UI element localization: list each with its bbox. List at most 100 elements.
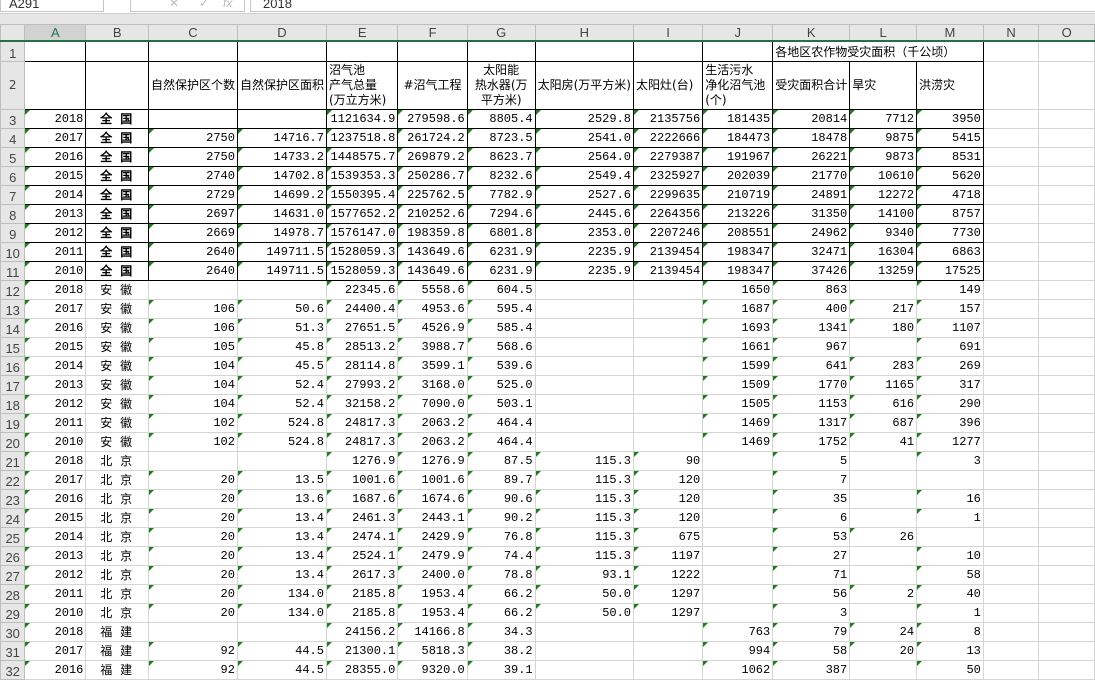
cell-J6[interactable]: 202039 <box>702 165 774 186</box>
cell-J4[interactable]: 184473 <box>702 127 774 148</box>
cell-E31[interactable]: 21300.1 <box>325 640 399 661</box>
row-header-31[interactable]: 31 <box>0 640 26 661</box>
cell-O18[interactable] <box>1038 393 1095 414</box>
cell-N8[interactable] <box>982 203 1040 224</box>
cell-year[interactable]: 2011 <box>24 241 87 262</box>
cell-K28[interactable]: 56 <box>772 583 851 604</box>
cell-E10[interactable]: 1528059.3 <box>325 241 399 262</box>
cell-E7[interactable]: 1550395.4 <box>325 184 399 205</box>
cell-D23[interactable]: 13.6 <box>236 488 327 509</box>
cell-K19[interactable]: 1317 <box>772 412 851 433</box>
cell-E30[interactable]: 24156.2 <box>325 621 399 642</box>
cell-M23[interactable]: 16 <box>916 488 984 509</box>
cell-O3[interactable] <box>1038 108 1095 129</box>
cell-M7[interactable]: 4718 <box>916 184 984 205</box>
cell-I8[interactable]: 2264356 <box>632 203 704 224</box>
cell-O23[interactable] <box>1038 488 1095 509</box>
cell-F6[interactable]: 250286.7 <box>397 165 468 186</box>
cell-D3[interactable] <box>236 108 327 129</box>
cell-K20[interactable]: 1752 <box>772 431 851 452</box>
row-header-8[interactable]: 8 <box>0 203 26 224</box>
row-header-25[interactable]: 25 <box>0 526 26 547</box>
cell-K12[interactable]: 863 <box>772 279 851 300</box>
cell-I10[interactable]: 2139454 <box>632 241 704 262</box>
cell-K21[interactable]: 5 <box>772 450 851 471</box>
cell-O8[interactable] <box>1038 203 1095 224</box>
cell-L23[interactable] <box>849 488 918 509</box>
row-header-16[interactable]: 16 <box>0 355 26 376</box>
cell-C16[interactable]: 104 <box>147 355 238 376</box>
row-header-7[interactable]: 7 <box>0 184 26 205</box>
cell-G24[interactable]: 90.2 <box>466 507 536 528</box>
cell-C28[interactable]: 20 <box>147 583 238 604</box>
row-header-6[interactable]: 6 <box>0 165 26 186</box>
cell-year[interactable]: 2018 <box>24 279 87 300</box>
header-L[interactable]: 旱灾 <box>849 60 918 110</box>
cell-G26[interactable]: 74.4 <box>466 545 536 566</box>
cell-year[interactable]: 2017 <box>24 469 87 490</box>
cell-F17[interactable]: 3168.0 <box>397 374 468 395</box>
cell-D13[interactable]: 50.6 <box>236 298 327 319</box>
cell-H22[interactable]: 115.3 <box>534 469 635 490</box>
cell-M12[interactable]: 149 <box>916 279 984 300</box>
cell-K18[interactable]: 1153 <box>772 393 851 414</box>
cell-K23[interactable]: 35 <box>772 488 851 509</box>
cell-year[interactable]: 2010 <box>24 602 87 623</box>
cell-M14[interactable]: 1107 <box>916 317 984 338</box>
cell-year[interactable]: 2016 <box>24 317 87 338</box>
cell-D30[interactable] <box>236 621 327 642</box>
cell-H12[interactable] <box>534 279 635 300</box>
cell-L30[interactable]: 24 <box>849 621 918 642</box>
cell-year[interactable]: 2012 <box>24 393 87 414</box>
cell-D12[interactable] <box>236 279 327 300</box>
cell-region[interactable]: 北 京 <box>85 583 149 604</box>
cell-M31[interactable]: 13 <box>916 640 984 661</box>
cell-F20[interactable]: 2063.2 <box>397 431 468 452</box>
cell-C1[interactable] <box>147 40 238 62</box>
cell-C14[interactable]: 106 <box>147 317 238 338</box>
cell-D32[interactable]: 44.5 <box>236 659 327 680</box>
cell-K31[interactable]: 58 <box>772 640 851 661</box>
cell-J17[interactable]: 1509 <box>702 374 774 395</box>
cell-M21[interactable]: 3 <box>916 450 984 471</box>
cell-region[interactable]: 福 建 <box>85 640 149 661</box>
row-header-14[interactable]: 14 <box>0 317 26 338</box>
cell-D15[interactable]: 45.8 <box>236 336 327 357</box>
cell-J19[interactable]: 1469 <box>702 412 774 433</box>
cell-year[interactable]: 2010 <box>24 260 87 281</box>
cell-G22[interactable]: 89.7 <box>466 469 536 490</box>
cell-H6[interactable]: 2549.4 <box>534 165 635 186</box>
cell-F16[interactable]: 3599.1 <box>397 355 468 376</box>
cell-E24[interactable]: 2461.3 <box>325 507 399 528</box>
cell-region[interactable]: 全 国 <box>85 165 149 186</box>
row-header-1[interactable]: 1 <box>0 40 26 62</box>
cell-C22[interactable]: 20 <box>147 469 238 490</box>
cell-L15[interactable] <box>849 336 918 357</box>
cell-F3[interactable]: 279598.6 <box>397 108 468 129</box>
cell-O31[interactable] <box>1038 640 1095 661</box>
row-header-10[interactable]: 10 <box>0 241 26 262</box>
row-header-28[interactable]: 28 <box>0 583 26 604</box>
cell-E27[interactable]: 2617.3 <box>325 564 399 585</box>
cell-region[interactable]: 安 徽 <box>85 317 149 338</box>
cell-G13[interactable]: 595.4 <box>466 298 536 319</box>
cell-E14[interactable]: 27651.5 <box>325 317 399 338</box>
cell-O5[interactable] <box>1038 146 1095 167</box>
cell-N28[interactable] <box>982 583 1040 604</box>
column-header-O[interactable]: O <box>1038 24 1095 42</box>
cell-J7[interactable]: 210719 <box>702 184 774 205</box>
cell-I4[interactable]: 2222666 <box>632 127 704 148</box>
column-header-L[interactable]: L <box>849 24 918 42</box>
cell-I3[interactable]: 2135756 <box>632 108 704 129</box>
cell-H25[interactable]: 115.3 <box>534 526 635 547</box>
cell-region[interactable]: 全 国 <box>85 222 149 243</box>
cell-J30[interactable]: 763 <box>702 621 774 642</box>
cell-N11[interactable] <box>982 260 1040 281</box>
cell-I9[interactable]: 2207246 <box>632 222 704 243</box>
cell-N16[interactable] <box>982 355 1040 376</box>
cell-M11[interactable]: 17525 <box>916 260 984 281</box>
cell-O30[interactable] <box>1038 621 1095 642</box>
cell-N10[interactable] <box>982 241 1040 262</box>
cell-J18[interactable]: 1505 <box>702 393 774 414</box>
cell-F23[interactable]: 1674.6 <box>397 488 468 509</box>
